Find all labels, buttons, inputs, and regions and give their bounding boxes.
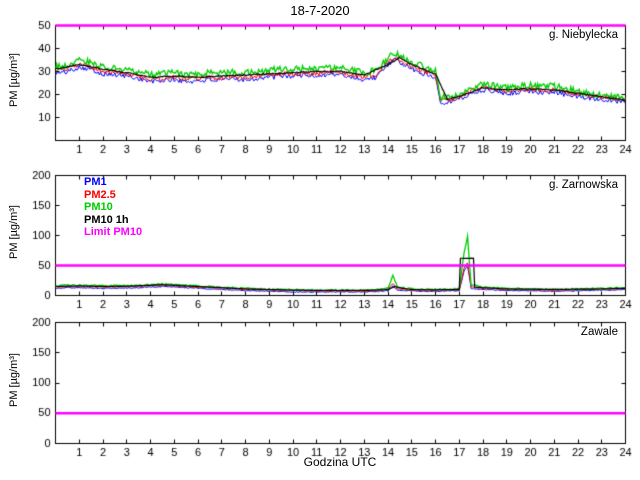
pm-multipanel-figure: 18-7-2020 g. Niebylecka g. Zarnowska Zaw…	[0, 0, 640, 480]
chart-canvas	[0, 0, 640, 480]
